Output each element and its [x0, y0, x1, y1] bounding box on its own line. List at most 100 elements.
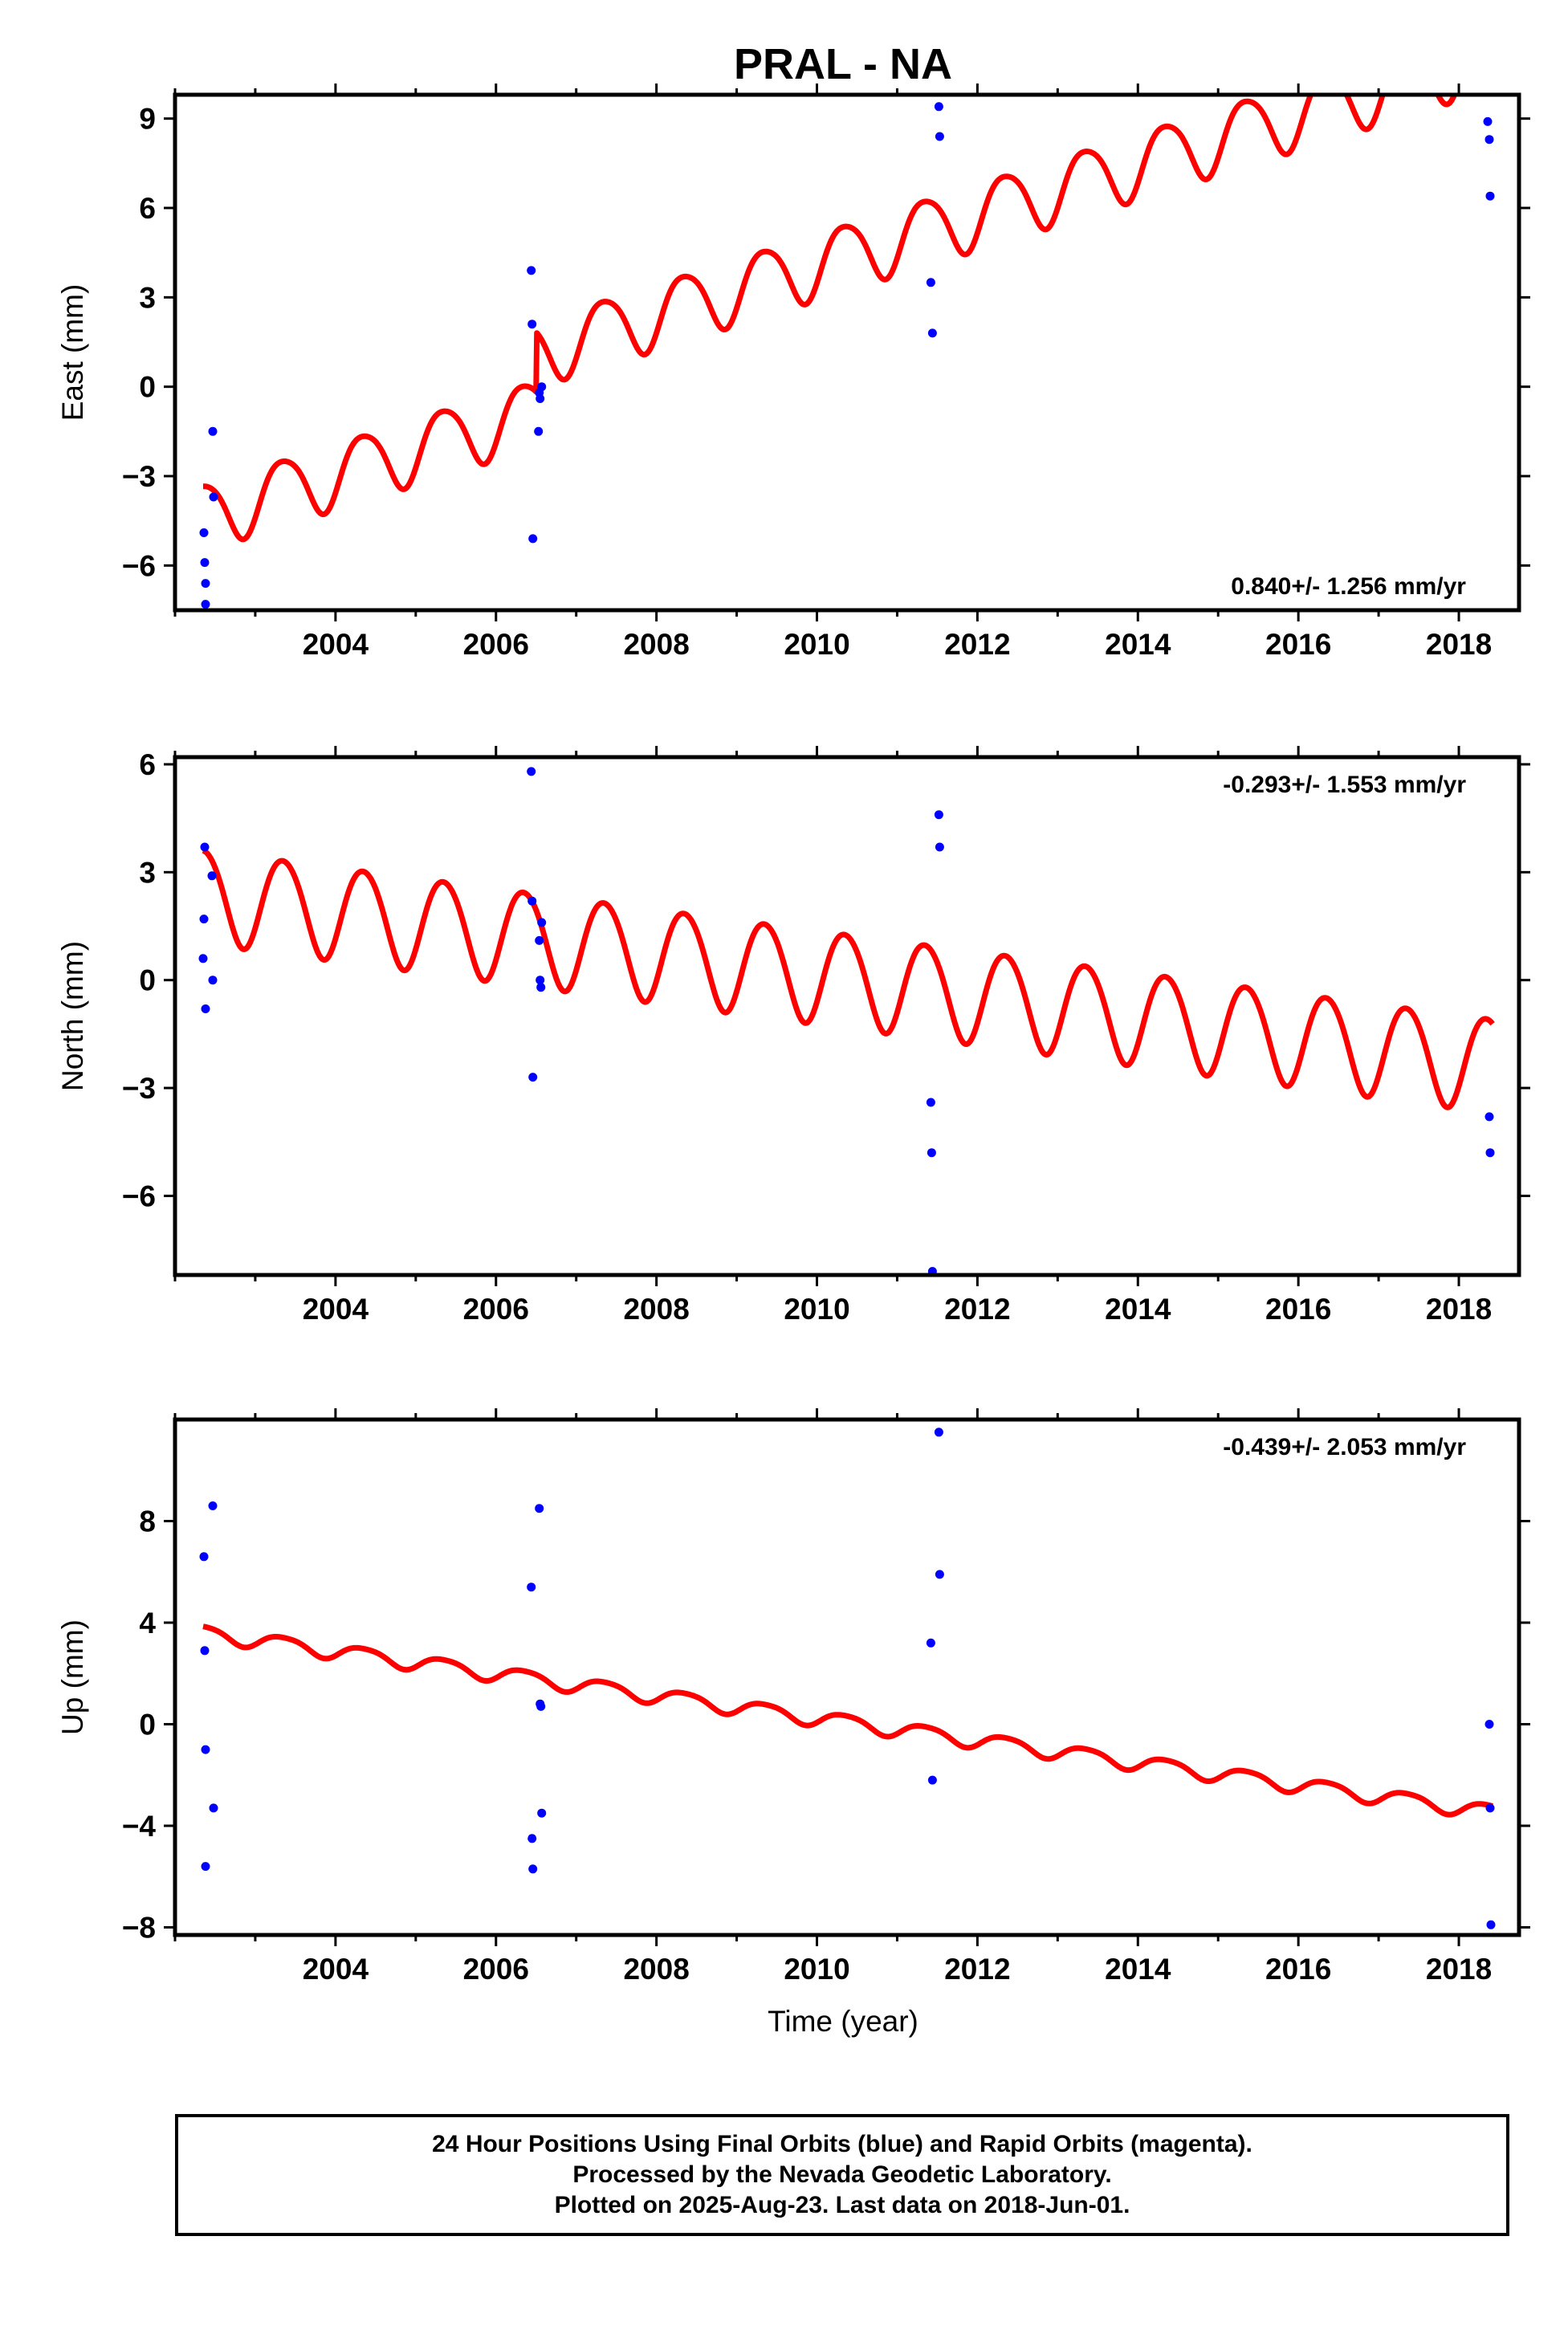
east-data-point	[527, 320, 537, 329]
east-panel: 2004 2006 2008 2010 2012 2014 2016 2018 −6 −3 0 3 6 9…	[56, 84, 1530, 661]
north-x-tick-label: 2018	[1426, 1293, 1492, 1326]
chart-title: PRAL - NA	[734, 40, 952, 88]
north-data-point	[201, 1004, 210, 1013]
north-y-axis-label: North (mm)	[56, 941, 89, 1091]
up-data-point	[209, 1803, 218, 1813]
up-data-point	[935, 1570, 944, 1579]
up-data-point	[527, 1583, 536, 1592]
north-rate-label: -0.293+/- 1.553 mm/yr	[1223, 772, 1466, 798]
up-data-point	[201, 1745, 210, 1754]
north-data-point	[528, 1073, 538, 1082]
up-x-tick-label: 2004	[303, 1953, 369, 1986]
north-x-tick-label: 2006	[463, 1293, 529, 1326]
up-y-tick-label: −4	[122, 1810, 157, 1843]
north-x-tick-label: 2004	[303, 1293, 369, 1326]
up-y-tick-label: 4	[139, 1607, 156, 1640]
east-data-point	[199, 528, 209, 537]
east-data-point	[935, 132, 944, 141]
east-y-axis-label: East (mm)	[56, 284, 89, 422]
up-y-tick-label: −8	[122, 1912, 156, 1945]
east-y-tick-label: −3	[122, 460, 156, 493]
east-data-point	[926, 278, 935, 287]
up-data-point	[934, 1428, 943, 1437]
east-data-point	[527, 266, 536, 275]
east-data-point	[536, 394, 545, 403]
up-data-point	[535, 1504, 544, 1513]
east-y-tick-label: 6	[139, 192, 156, 225]
north-x-tick-label: 2016	[1265, 1293, 1331, 1326]
north-x-tick-label: 2014	[1105, 1293, 1171, 1326]
north-panel: 2004 2006 2008 2010 2012 2014 2016 2018 −6 −3 0 3 6 N…	[56, 746, 1530, 1326]
up-x-tick-label: 2008	[623, 1953, 689, 1986]
north-x-tick-label: 2008	[623, 1293, 689, 1326]
east-x-tick-label: 2010	[784, 628, 849, 661]
east-rate-label: 0.840+/- 1.256 mm/yr	[1231, 573, 1466, 600]
up-y-tick-label: 0	[139, 1709, 156, 1741]
north-data-point	[1485, 1112, 1494, 1122]
north-data-point	[527, 767, 536, 776]
up-x-tick-label: 2006	[463, 1953, 529, 1986]
up-data-point	[537, 1808, 547, 1818]
east-data-point	[1485, 191, 1495, 201]
up-x-tick-label: 2012	[944, 1953, 1010, 1986]
north-y-tick-label: −6	[122, 1179, 156, 1212]
up-frame	[173, 1417, 1521, 1937]
up-data-point	[536, 1701, 546, 1711]
east-y-tick-label: 3	[139, 281, 156, 314]
up-y-tick-label: 8	[139, 1505, 156, 1538]
east-frame	[173, 92, 1521, 613]
north-data-point	[208, 976, 218, 985]
east-data-point	[201, 579, 210, 589]
north-data-point	[1485, 1148, 1495, 1158]
east-data-point	[934, 102, 943, 112]
east-data-point	[927, 328, 937, 338]
north-data-point	[537, 918, 547, 927]
east-x-tick-label: 2018	[1426, 628, 1492, 661]
north-x-tick-label: 2012	[944, 1293, 1010, 1326]
up-rate-label: -0.439+/- 2.053 mm/yr	[1223, 1434, 1466, 1460]
up-y-axis-label: Up (mm)	[56, 1619, 89, 1735]
east-x-tick-label: 2006	[463, 628, 529, 661]
north-data-point	[199, 914, 209, 924]
east-model-curve	[201, 95, 1458, 543]
north-x-tick-label: 2010	[784, 1293, 849, 1326]
north-data-point	[926, 1098, 935, 1107]
north-y-tick-label: 3	[139, 856, 156, 889]
up-data-point	[527, 1834, 537, 1843]
north-y-tick-label: 0	[139, 964, 156, 997]
east-x-tick-label: 2004	[303, 628, 369, 661]
up-panel: 2004 2006 2008 2010 2012 2014 2016 2018 −8 −4 0 4 8 U…	[56, 1408, 1530, 1986]
east-y-tick-label: 9	[139, 103, 156, 136]
north-data-point	[934, 810, 943, 820]
up-data-point	[927, 1775, 937, 1785]
up-x-tick-label: 2018	[1426, 1953, 1492, 1986]
up-data-point	[1485, 1720, 1494, 1729]
up-data-point	[200, 1646, 210, 1656]
north-data-point	[200, 842, 210, 852]
east-data-point	[201, 600, 210, 609]
east-y-tick-label: 0	[139, 371, 156, 404]
footer-line-plotted: Plotted on 2025-Aug-23. Last data on 201…	[554, 2192, 1130, 2218]
east-data-point	[534, 426, 544, 436]
east-data-point	[528, 534, 538, 544]
north-data-point	[527, 896, 537, 906]
up-x-tick-label: 2016	[1265, 1953, 1331, 1986]
up-data-point	[1485, 1803, 1495, 1813]
east-data-point	[1483, 116, 1493, 126]
north-data-point	[927, 1148, 936, 1158]
north-frame	[173, 755, 1521, 1277]
east-y-tick-label: −6	[122, 549, 156, 582]
north-data-point	[198, 954, 208, 963]
east-x-tick-label: 2008	[623, 628, 689, 661]
up-x-tick-label: 2010	[784, 1953, 849, 1986]
x-axis-label: Time (year)	[768, 2005, 918, 2038]
up-data-point	[201, 1862, 210, 1872]
east-data-point	[209, 492, 218, 502]
up-data-point	[199, 1552, 209, 1562]
footer-line-processed: Processed by the Nevada Geodetic Laborat…	[572, 2161, 1112, 2188]
north-data-point	[536, 983, 546, 992]
north-data-point	[207, 871, 217, 881]
footer-line-orbits: 24 Hour Positions Using Final Orbits (bl…	[432, 2131, 1252, 2157]
up-x-tick-label: 2014	[1105, 1953, 1171, 1986]
